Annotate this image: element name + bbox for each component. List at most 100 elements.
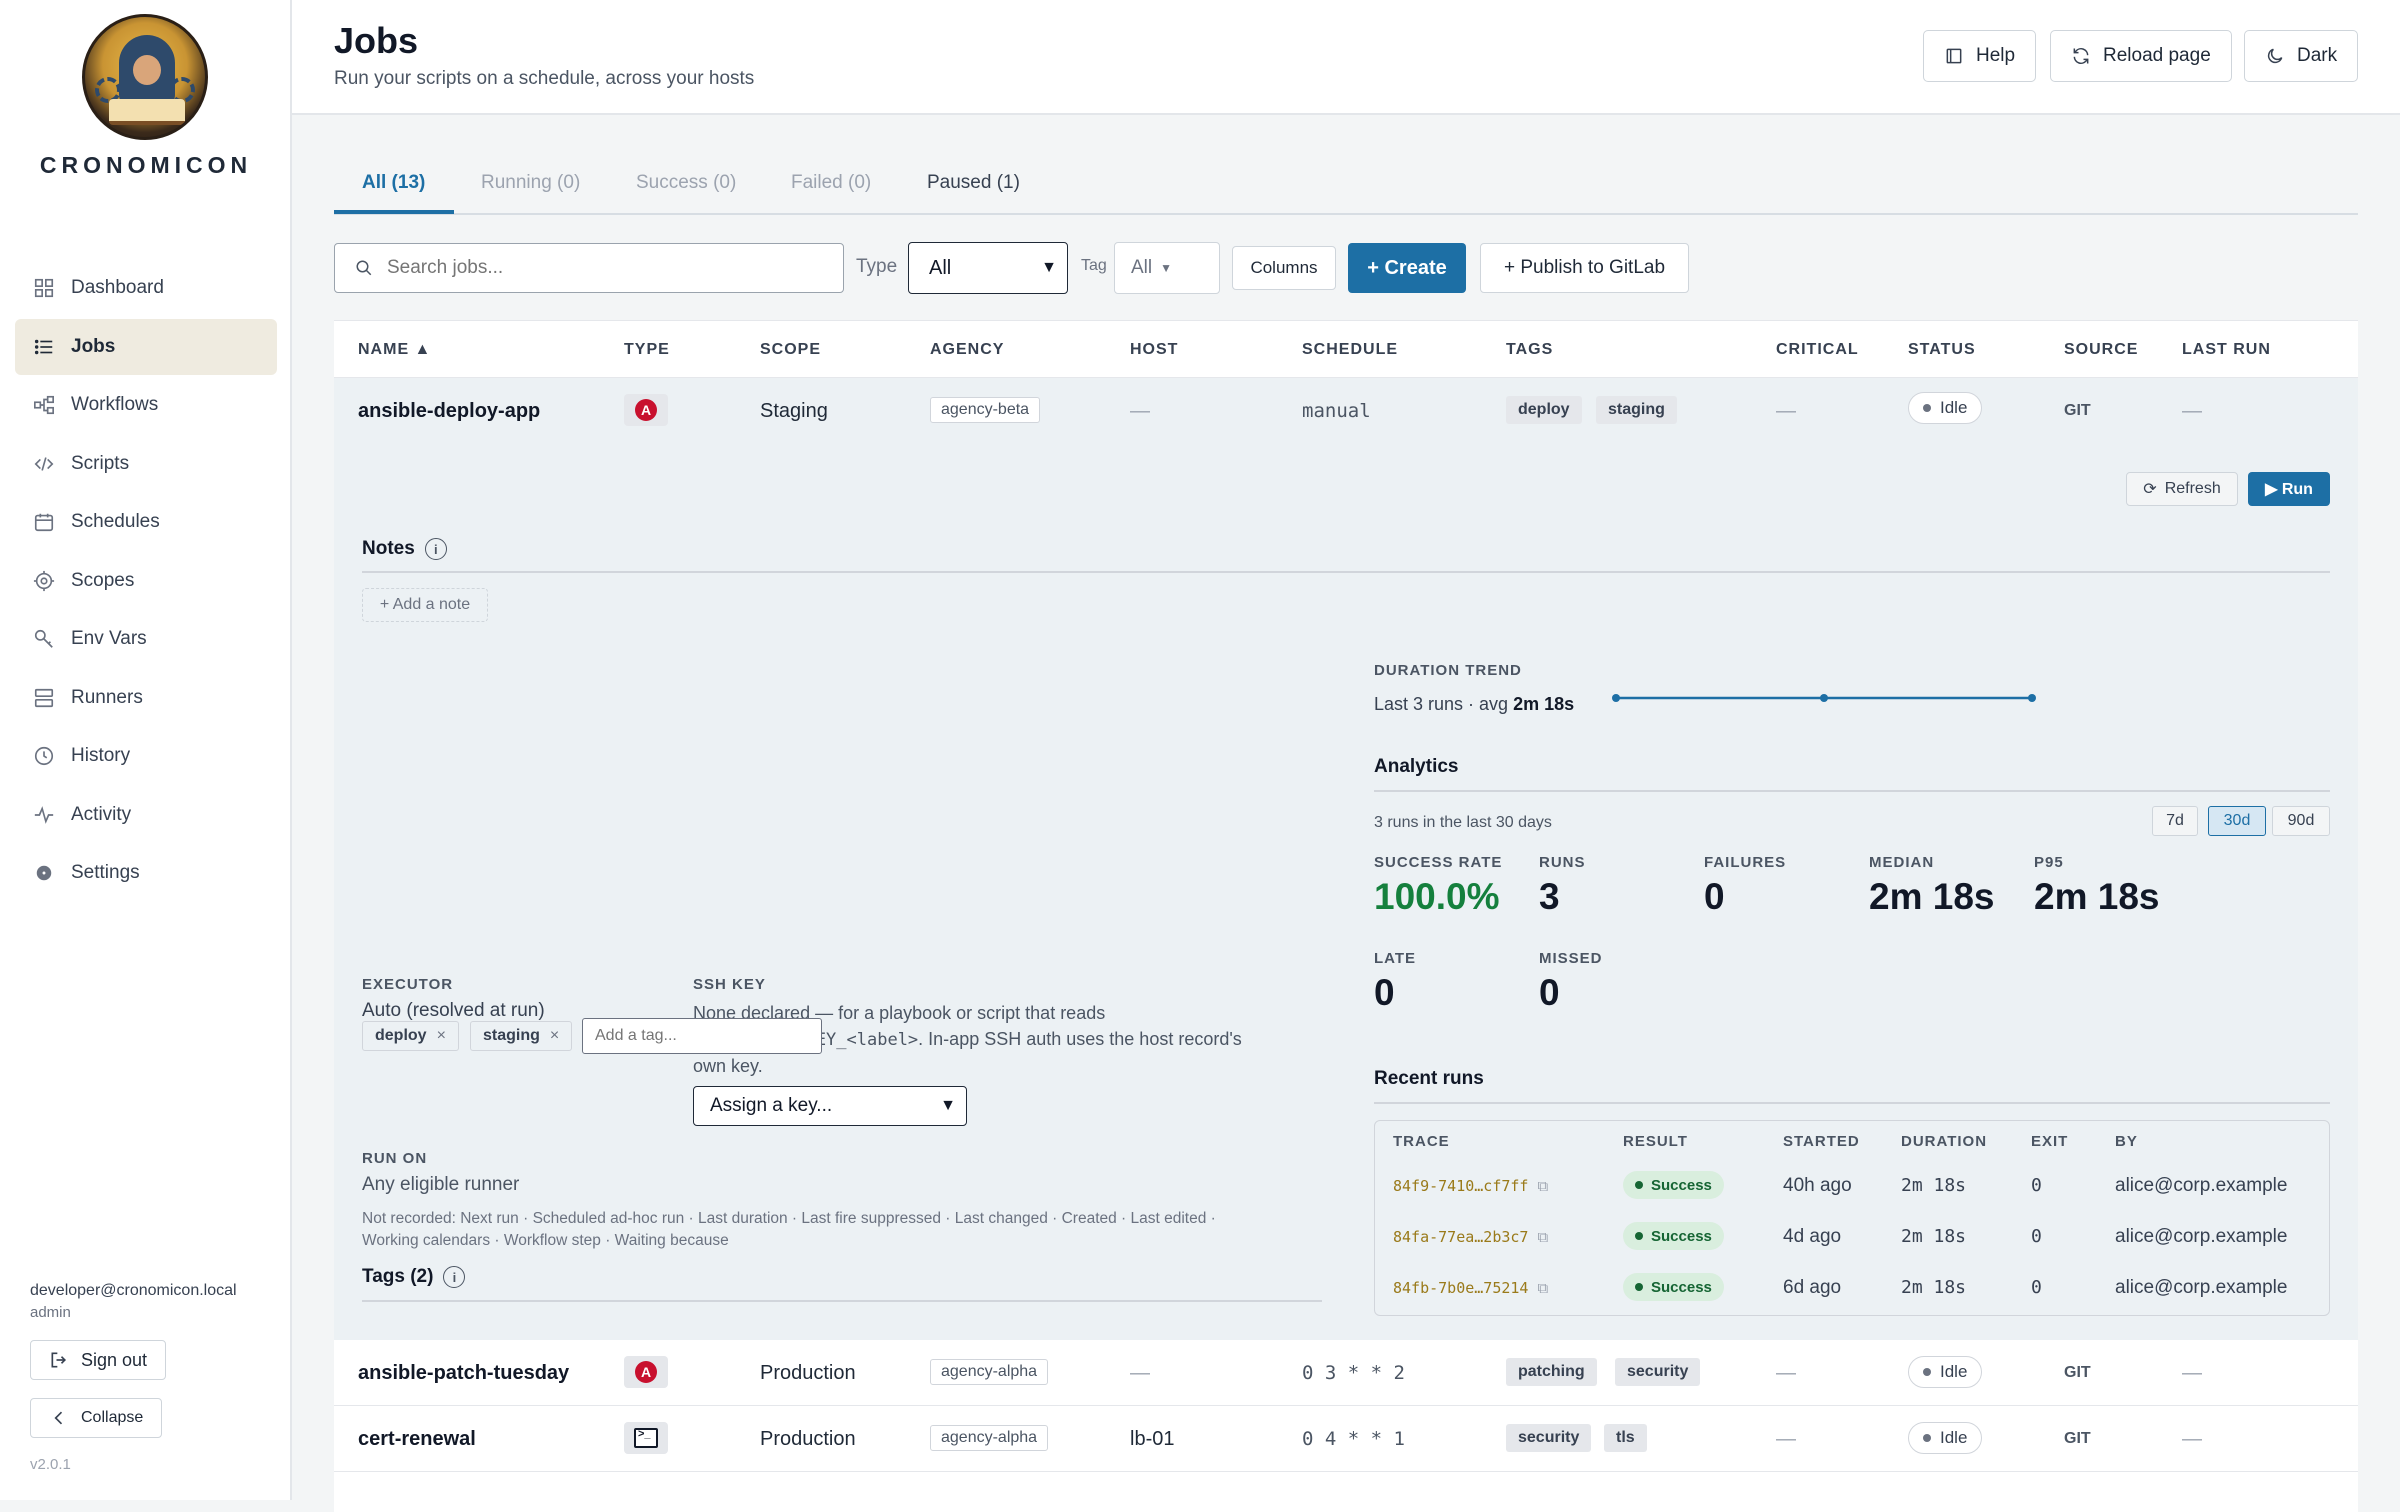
info-icon[interactable]: i [424, 538, 447, 560]
col-agency[interactable]: AGENCY [930, 341, 1005, 358]
jobs-table: NAME ▲ TYPE SCOPE AGENCY HOST SCHEDULE T… [334, 320, 2358, 1512]
search-input[interactable] [387, 257, 827, 279]
range-90d-button[interactable]: 90d [2272, 806, 2330, 836]
sidebar-item-dashboard[interactable]: Dashboard [15, 260, 277, 316]
search-box[interactable] [334, 243, 844, 293]
run-trace-link[interactable]: 84fb-7b0e…75214 ⧉ [1393, 1279, 1549, 1297]
type-filter-select[interactable]: All ▼ [908, 242, 1068, 294]
sidebar-item-history[interactable]: History [15, 728, 277, 784]
sidebar-item-schedules[interactable]: Schedules [15, 494, 277, 550]
table-row[interactable]: cert-renewal Production agency-alpha lb-… [334, 1406, 2358, 1472]
chevron-left-icon [54, 1411, 63, 1425]
divider [1374, 1102, 2330, 1104]
sidebar-item-workflows[interactable]: Workflows [15, 377, 277, 433]
create-job-button[interactable]: + Create [1348, 243, 1466, 293]
job-scope: Staging [760, 400, 828, 422]
notes-title: Notes i [362, 538, 447, 560]
remove-tag-icon[interactable]: × [436, 1027, 446, 1044]
run-trace-link[interactable]: 84fa-77ea…2b3c7 ⧉ [1393, 1228, 1549, 1246]
reload-page-button[interactable]: Reload page [2050, 30, 2232, 82]
col-last-run[interactable]: LAST RUN [2182, 341, 2271, 358]
tab-failed[interactable]: Failed (0) [791, 172, 872, 193]
tag-chip-editable: deploy × [362, 1021, 459, 1051]
add-note-button[interactable]: + Add a note [362, 588, 488, 622]
tag-chip[interactable]: security [1506, 1424, 1592, 1452]
sign-out-button[interactable]: Sign out [30, 1340, 167, 1380]
shell-type-badge [624, 1422, 668, 1454]
add-tag-input[interactable] [582, 1018, 822, 1054]
col-name[interactable]: NAME ▲ [358, 341, 432, 358]
trend-point [1612, 694, 1620, 702]
tag-chip[interactable]: staging [1596, 396, 1677, 424]
collapse-label: Collapse [81, 1409, 144, 1426]
status-badge: Idle [1908, 392, 1983, 424]
table-row[interactable]: ansible-patch-tuesday A Production agenc… [334, 1340, 2358, 1406]
tag-chip-editable: staging × [470, 1021, 573, 1051]
job-last-run: — [2182, 1362, 2202, 1384]
sidebar-item-label: Jobs [71, 335, 116, 357]
run-button[interactable]: ▶ Run [2248, 472, 2330, 506]
col-host[interactable]: HOST [1130, 341, 1179, 358]
run-trace-link[interactable]: 84f9-7410…cf7ff ⧉ [1393, 1177, 1549, 1195]
sidebar-item-runners[interactable]: Runners [15, 670, 277, 726]
job-name[interactable]: cert-renewal [358, 1428, 476, 1450]
job-scope: Production [760, 1428, 856, 1450]
sidebar-item-scopes[interactable]: Scopes [15, 553, 277, 609]
tab-paused[interactable]: Paused (1) [927, 172, 1020, 193]
tab-running[interactable]: Running (0) [481, 172, 581, 193]
run-result-badge: Success [1623, 1222, 1724, 1250]
range-7d-button[interactable]: 7d [2152, 806, 2198, 836]
col-schedule[interactable]: SCHEDULE [1302, 341, 1399, 358]
ansible-icon: A [635, 1361, 657, 1383]
col-tags[interactable]: TAGS [1506, 341, 1554, 358]
tag-filter-select[interactable]: All ▼ [1114, 242, 1220, 294]
tag-chip[interactable]: security [1615, 1358, 1701, 1386]
executor-label: EXECUTOR [362, 976, 454, 993]
col-scope[interactable]: SCOPE [760, 341, 822, 358]
help-button[interactable]: Help [1923, 30, 2037, 82]
sidebar-item-scripts[interactable]: Scripts [15, 436, 277, 492]
col-status[interactable]: STATUS [1908, 341, 1976, 358]
remove-tag-icon[interactable]: × [549, 1027, 560, 1044]
job-name[interactable]: ansible-deploy-app [358, 400, 541, 422]
run-started: 40h ago [1783, 1175, 1852, 1196]
run-by: alice@corp.example [2115, 1175, 2288, 1196]
sidebar: CRONOMICON Dashboard Jobs Workflows Scri… [0, 0, 292, 1500]
user-role: admin [30, 1304, 71, 1321]
publish-gitlab-button[interactable]: + Publish to GitLab [1480, 243, 1689, 293]
user-email: developer@cronomicon.local [30, 1282, 237, 1299]
sidebar-item-label: Schedules [71, 511, 160, 532]
run-col-result: RESULT [1623, 1133, 1688, 1150]
sidebar-item-env-vars[interactable]: Env Vars [15, 611, 277, 667]
theme-toggle-button[interactable]: Dark [2244, 30, 2359, 82]
run-on-label: RUN ON [362, 1150, 428, 1167]
copy-icon: ⧉ [1537, 1177, 1549, 1195]
col-source[interactable]: SOURCE [2064, 341, 2139, 358]
recent-runs-title: Recent runs [1374, 1068, 1484, 1089]
refresh-icon [2073, 47, 2089, 65]
copy-icon: ⧉ [1537, 1228, 1549, 1246]
tab-all[interactable]: All (13) [362, 172, 426, 193]
job-name[interactable]: ansible-patch-tuesday [358, 1362, 570, 1384]
sidebar-item-jobs[interactable]: Jobs [15, 318, 277, 375]
info-icon[interactable]: i [443, 1266, 466, 1288]
collapse-button[interactable]: Collapse [30, 1398, 163, 1438]
sidebar-item-settings[interactable]: Settings [15, 845, 277, 901]
col-critical[interactable]: CRITICAL [1776, 341, 1859, 358]
columns-button[interactable]: Columns [1232, 246, 1336, 290]
job-schedule: 0 4 * * 1 [1302, 1428, 1405, 1450]
col-type[interactable]: TYPE [624, 341, 670, 358]
tag-chip[interactable]: patching [1506, 1358, 1597, 1386]
sidebar-item-label: Scripts [71, 452, 130, 474]
tag-chip[interactable]: deploy [1506, 396, 1582, 424]
run-col-exit: EXIT [2031, 1133, 2069, 1150]
page-title: Jobs [334, 20, 419, 61]
sign-out-label: Sign out [81, 1349, 148, 1370]
sidebar-item-activity[interactable]: Activity [15, 787, 277, 843]
tag-chip[interactable]: tls [1604, 1424, 1647, 1452]
tab-success[interactable]: Success (0) [636, 172, 737, 193]
assign-key-select[interactable]: Assign a key... ▼ [693, 1086, 967, 1126]
refresh-button[interactable]: ⟳ Refresh [2126, 472, 2238, 506]
gear-icon [36, 865, 52, 881]
range-30d-button[interactable]: 30d [2208, 806, 2266, 836]
